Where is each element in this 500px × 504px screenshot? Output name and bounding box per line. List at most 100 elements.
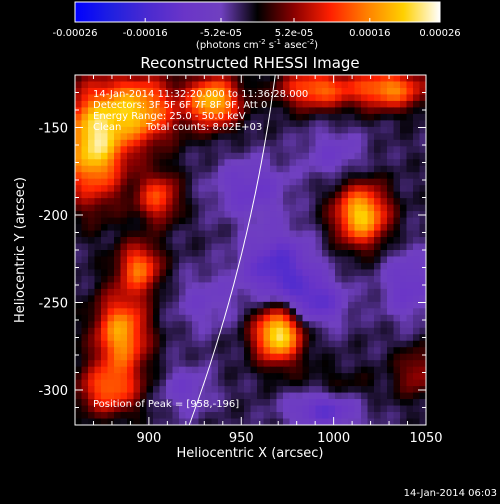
heatmap-cell bbox=[94, 379, 102, 387]
heatmap-cell bbox=[185, 172, 193, 180]
heatmap-cell bbox=[231, 418, 239, 425]
heatmap-cell bbox=[348, 139, 356, 147]
heatmap-cell bbox=[348, 256, 356, 264]
heatmap-cell bbox=[419, 392, 426, 400]
heatmap-cell bbox=[400, 211, 408, 219]
heatmap-cell bbox=[107, 94, 115, 102]
heatmap-cell bbox=[315, 185, 323, 193]
heatmap-cell bbox=[146, 250, 154, 258]
heatmap-cell bbox=[335, 269, 343, 277]
heatmap-cell bbox=[75, 340, 83, 348]
heatmap-cell bbox=[257, 113, 265, 121]
heatmap-cell bbox=[393, 133, 401, 141]
heatmap-cell bbox=[127, 165, 135, 173]
heatmap-cell bbox=[309, 327, 317, 335]
heatmap-cell bbox=[328, 87, 336, 96]
heatmap-cell bbox=[341, 243, 349, 251]
heatmap-cell bbox=[367, 321, 375, 329]
heatmap-cell bbox=[153, 113, 161, 121]
heatmap-cell bbox=[289, 237, 297, 245]
heatmap-cell bbox=[127, 392, 135, 400]
heatmap-cell bbox=[387, 185, 395, 193]
heatmap-cell bbox=[218, 262, 226, 271]
heatmap-cell bbox=[341, 75, 349, 83]
heatmap-cell bbox=[107, 262, 115, 271]
heatmap-cell bbox=[296, 295, 304, 303]
heatmap-cell bbox=[250, 373, 258, 381]
heatmap-cell bbox=[361, 191, 369, 199]
heatmap-cell bbox=[205, 165, 213, 173]
heatmap-cell bbox=[374, 379, 382, 387]
heatmap-cell bbox=[88, 81, 96, 89]
heatmap-cell bbox=[354, 262, 362, 271]
heatmap-cell bbox=[296, 327, 304, 335]
heatmap-cell bbox=[101, 107, 109, 115]
heatmap-cell bbox=[250, 185, 258, 193]
heatmap-cell bbox=[224, 75, 232, 83]
heatmap-cell bbox=[322, 139, 330, 147]
heatmap-cell bbox=[172, 217, 180, 225]
heatmap-cell bbox=[172, 295, 180, 303]
heatmap-cell bbox=[270, 230, 278, 238]
heatmap-cell bbox=[328, 113, 336, 121]
heatmap-cell bbox=[127, 243, 135, 251]
heatmap-cell bbox=[81, 120, 89, 128]
heatmap-cell bbox=[166, 211, 174, 219]
heatmap-cell bbox=[283, 282, 291, 290]
heatmap-cell bbox=[224, 282, 232, 290]
heatmap-cell bbox=[335, 172, 343, 180]
heatmap-cell bbox=[218, 87, 226, 96]
heatmap-cell bbox=[419, 282, 426, 290]
heatmap-cell bbox=[400, 392, 408, 400]
heatmap-cell bbox=[172, 418, 180, 425]
heatmap-cell bbox=[218, 282, 226, 290]
heatmap-cell bbox=[309, 159, 317, 167]
heatmap-cell bbox=[387, 113, 395, 121]
heatmap-cell bbox=[263, 321, 271, 329]
heatmap-cell bbox=[406, 178, 414, 186]
heatmap-cell bbox=[276, 275, 284, 284]
heatmap-cell bbox=[114, 301, 122, 309]
heatmap-cell bbox=[309, 75, 317, 83]
heatmap-cell bbox=[289, 113, 297, 121]
heatmap-cell bbox=[387, 87, 395, 96]
heatmap-cell bbox=[185, 126, 193, 134]
heatmap-cell bbox=[270, 366, 278, 374]
heatmap-cell bbox=[354, 412, 362, 420]
heatmap-cell bbox=[413, 198, 421, 206]
heatmap-cell bbox=[315, 217, 323, 225]
heatmap-cell bbox=[283, 405, 291, 413]
heatmap-cell bbox=[413, 191, 421, 199]
heatmap-cell bbox=[413, 386, 421, 394]
heatmap-cell bbox=[146, 373, 154, 381]
heatmap-cell bbox=[231, 159, 239, 167]
heatmap-cell bbox=[263, 100, 271, 109]
heatmap-cell bbox=[257, 198, 265, 206]
heatmap-cell bbox=[322, 81, 330, 89]
heatmap-cell bbox=[341, 139, 349, 147]
heatmap-cell bbox=[159, 301, 167, 309]
heatmap-cell bbox=[146, 282, 154, 290]
heatmap-cell bbox=[244, 373, 252, 381]
heatmap-cell bbox=[309, 217, 317, 225]
heatmap-cell bbox=[192, 314, 200, 322]
heatmap-cell bbox=[348, 412, 356, 420]
heatmap-cell bbox=[166, 360, 174, 368]
heatmap-cell bbox=[283, 373, 291, 381]
heatmap-cell bbox=[198, 392, 206, 400]
heatmap-cell bbox=[328, 185, 336, 193]
heatmap-cell bbox=[120, 275, 128, 284]
heatmap-cell bbox=[400, 282, 408, 290]
heatmap-cell bbox=[133, 113, 141, 121]
heatmap-cell bbox=[393, 321, 401, 329]
heatmap-cell bbox=[81, 347, 89, 355]
heatmap-cell bbox=[341, 321, 349, 329]
heatmap-cell bbox=[250, 81, 258, 89]
heatmap-cell bbox=[335, 366, 343, 374]
heatmap-cell bbox=[309, 282, 317, 290]
heatmap-cell bbox=[127, 295, 135, 303]
heatmap-cell bbox=[159, 139, 167, 147]
heatmap-cell bbox=[218, 288, 226, 296]
heatmap-cell bbox=[224, 198, 232, 206]
heatmap-cell bbox=[159, 94, 167, 102]
